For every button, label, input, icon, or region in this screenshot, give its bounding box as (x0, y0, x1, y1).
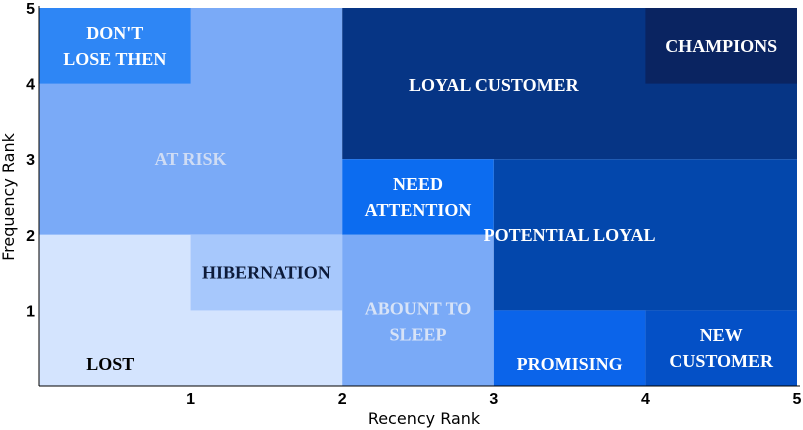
segment-label-line: ABOUNT TO (365, 299, 472, 319)
segment-about-to-sleep (342, 234, 494, 386)
segment-label-promising: PROMISING (517, 354, 623, 374)
segment-champions (645, 8, 797, 84)
y-tick-label: 2 (26, 228, 35, 245)
segment-dont-lose-them (39, 8, 191, 84)
segment-promising (493, 310, 646, 386)
segment-label-line: ATTENTION (365, 200, 472, 220)
segments-layer (39, 8, 797, 386)
segment-label-line: PROMISING (517, 354, 623, 374)
segment-need-attention (342, 159, 494, 235)
segment-label-at-risk: AT RISK (155, 149, 227, 169)
segment-label-line: NEED (393, 174, 443, 194)
segment-label-line: SLEEP (389, 325, 446, 345)
y-tick-label: 4 (26, 77, 35, 94)
axes-layer (38, 6, 800, 387)
segment-labels-layer: AT RISK DON'T LOSE THEN LOYAL CUSTOMER CHAMP… (63, 23, 777, 374)
segment-potential-loyal (493, 159, 797, 311)
x-axis-title: Recency Rank (368, 409, 481, 428)
segment-label-line: NEW (700, 325, 743, 345)
segment-label-lost: LOST (86, 354, 134, 374)
segment-label-line: HIBERNATION (202, 263, 331, 283)
y-tick-label: 3 (26, 152, 35, 169)
segment-label-line: LOST (86, 354, 134, 374)
segment-label-potential-loyal: POTENTIAL LOYAL (484, 225, 656, 245)
segment-label-line: AT RISK (155, 149, 227, 169)
segment-label-line: LOSE THEN (63, 49, 166, 69)
y-tick-label: 5 (26, 1, 35, 18)
ticks-layer: 1 2 3 4 5 1 2 3 4 5 (26, 1, 801, 408)
x-tick-label: 1 (186, 391, 195, 408)
segment-label-loyal-customer: LOYAL CUSTOMER (409, 75, 580, 95)
x-tick-label: 5 (793, 391, 802, 408)
segment-label-hibernation: HIBERNATION (202, 263, 331, 283)
segment-label-line: CHAMPIONS (665, 36, 777, 56)
segment-new-customer (645, 310, 797, 386)
segment-label-new-customer: NEW CUSTOMER (669, 325, 774, 371)
segment-label-line: POTENTIAL LOYAL (484, 225, 656, 245)
segment-label-line: DON'T (86, 23, 143, 43)
segment-hibernation (190, 234, 343, 311)
y-tick-label: 1 (26, 303, 35, 320)
segment-label-need-attention: NEED ATTENTION (365, 174, 472, 220)
y-axis-title: Frequency Rank (0, 132, 18, 260)
x-tick-label: 4 (641, 391, 650, 408)
segment-label-dont-lose-them: DON'T LOSE THEN (63, 23, 166, 69)
segment-label-line: CUSTOMER (669, 351, 774, 371)
x-tick-label: 2 (338, 391, 347, 408)
segment-label-line: LOYAL CUSTOMER (409, 75, 580, 95)
segment-label-champions: CHAMPIONS (665, 36, 777, 56)
x-tick-label: 3 (489, 391, 498, 408)
segment-label-about-to-sleep: ABOUNT TO SLEEP (365, 299, 472, 345)
